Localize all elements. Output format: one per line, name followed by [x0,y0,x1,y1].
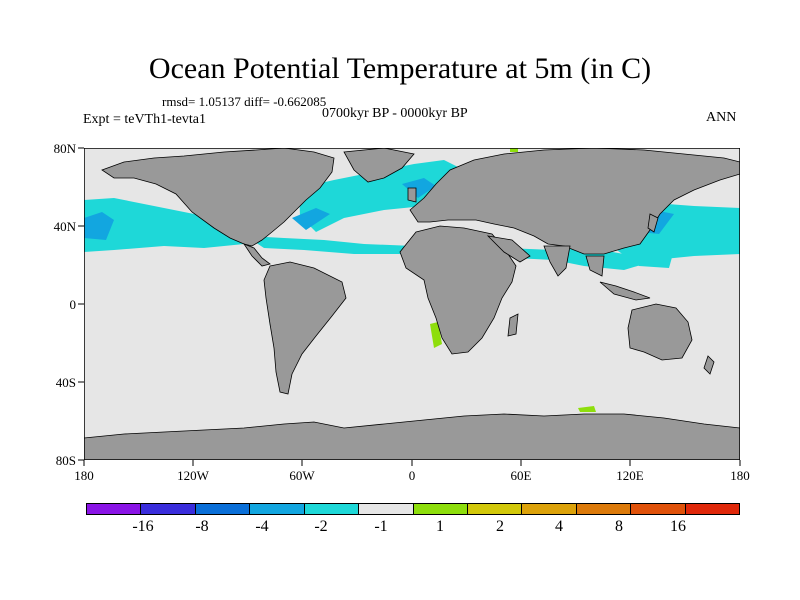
lat-label-0: 0 [69,297,77,312]
period-label: 0700kyr BP - 0000kyr BP [322,106,468,121]
colorbar-label: -1 [374,518,388,535]
lon-label-60w: 60W [289,468,315,483]
colorbar-label: 16 [670,518,686,535]
colorbar-box [522,504,577,514]
nordic-seas-anomaly [402,178,436,198]
colorbar-box [87,504,142,514]
eurasia-land [409,148,740,255]
colorbar-label: -2 [314,518,328,535]
lat-label-80n: 80N [53,141,76,156]
experiment-label: Expt = teVTh1-tevta1 [83,112,206,127]
land-masses [84,148,740,460]
india-land [543,245,571,277]
arabia-land [486,235,531,263]
tropical-atlantic-anomaly [246,236,414,254]
lon-label-60e: 60E [510,468,532,483]
colorbar-box [195,504,251,514]
africa-land [399,225,517,355]
colorbar-label: -4 [255,518,269,535]
colorbar-box [250,504,305,514]
southeast-asia-land [585,255,605,277]
greenland-land [343,148,415,183]
central-america-land [242,243,271,267]
australia-land [627,303,693,361]
lat-label-80s: 80S [55,453,76,468]
indonesia-land [599,281,651,301]
colorbar-label: 2 [496,518,504,535]
southern-ocean-warm-anomaly [578,406,596,412]
indian-ocean-anomaly [504,248,644,270]
colorbar-box [141,504,196,514]
lon-label-180-east: 180 [730,468,750,483]
colorbar-label: -16 [132,518,154,535]
north-atlantic-anomaly [299,160,464,232]
plot-title: Ocean Potential Temperature at 5m (in C) [148,52,652,85]
season-label: ANN [706,110,737,125]
colorbar-box [304,504,360,514]
lat-label-40n: 40N [53,219,76,234]
world-map [84,148,740,460]
colorbar-box [359,504,414,514]
antarctica-land [84,413,740,460]
colorbar-box [631,504,686,514]
south-america-land [263,261,347,395]
north-america-land [101,148,335,247]
uk-land [407,187,417,203]
colorbar-box [685,504,740,514]
colorbar-label: -8 [195,518,209,535]
north-pacific-anomaly [84,198,256,252]
madagascar-land [507,313,519,337]
colorbar-label: 1 [436,518,444,535]
colorbar-box [413,504,468,514]
new-zealand-land [703,355,715,375]
gulf-stream-anomaly [292,208,330,230]
japan-land [647,213,659,233]
colorbar-box [467,504,523,514]
colorbar-label: 4 [555,518,563,535]
lon-label-180-west: 180 [74,468,94,483]
stats-subtitle: rmsd= 1.05137 diff= -0.662085 [162,94,327,109]
colorbar-box [576,504,632,514]
lat-label-40s: 40S [55,375,76,390]
colorbar-label: 8 [615,518,623,535]
lon-label-120w: 120W [177,468,209,483]
colorbar [86,503,740,515]
lon-label-120e: 120E [616,468,644,483]
pacific-anomaly-core [84,212,114,240]
lon-label-0: 0 [408,468,416,483]
west-pacific-warm-pool-anomaly [614,246,674,268]
arctic-warm-anomaly [510,148,518,152]
map-ticks [78,147,741,466]
